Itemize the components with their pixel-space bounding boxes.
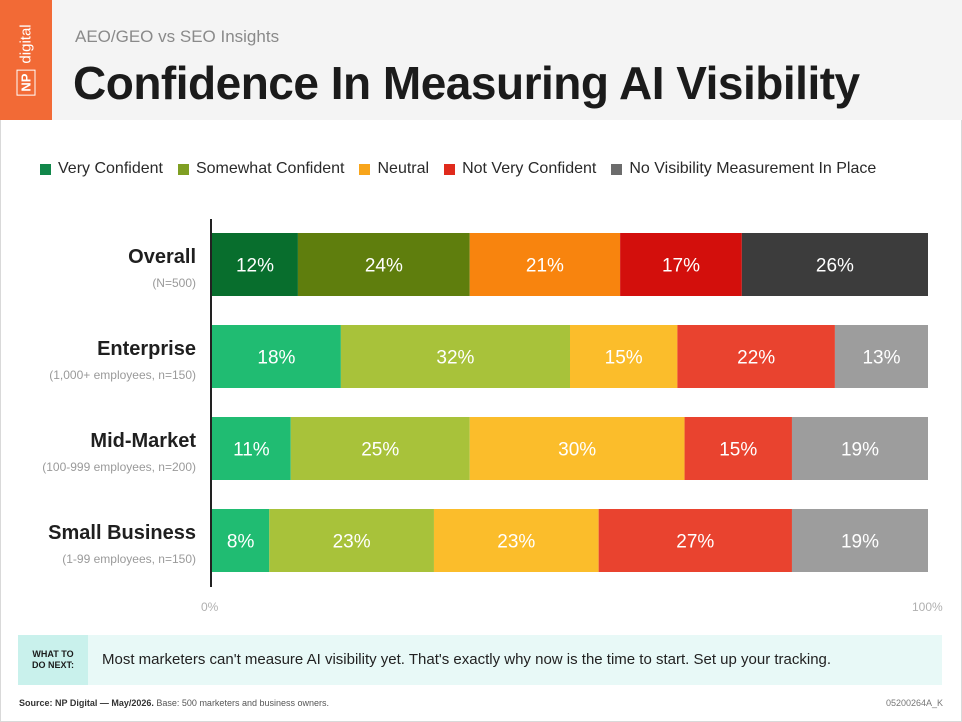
bar-data-label: 19%: [841, 440, 879, 461]
bar-segment-somewhat-confident: [340, 325, 570, 388]
bar-data-label: 21%: [526, 256, 564, 277]
bar-segment-not-very-confident: [598, 509, 792, 572]
bar-segment-somewhat-confident: [269, 509, 434, 572]
chart-legend: Very Confident Somewhat Confident Neutra…: [40, 160, 876, 178]
category-sub-small-business: (1-99 employees, n=150): [62, 552, 196, 566]
bar-segment-no-measurement: [834, 325, 928, 388]
bar-segment-somewhat-confident: [290, 417, 470, 480]
bar-data-label: 27%: [676, 532, 714, 553]
source-text: Base: 500 marketers and business owners.: [156, 698, 329, 708]
kicker: AEO/GEO vs SEO Insights: [75, 27, 280, 46]
bar-segment-not-very-confident: [677, 325, 835, 388]
bar-data-label: 19%: [841, 532, 879, 553]
legend-label: Somewhat Confident: [195, 160, 345, 177]
bar-segment-neutral: [433, 509, 599, 572]
legend-item-very-confident: Very Confident: [40, 160, 163, 178]
category-label-mid-market: Mid-Market: [90, 430, 196, 452]
bar-segment-not-very-confident: [684, 417, 792, 480]
legend-item-not-very-confident: Not Very Confident: [444, 160, 596, 178]
bar-data-label: 24%: [365, 256, 403, 277]
bar-data-label: 15%: [605, 348, 643, 369]
category-label-overall: Overall: [128, 246, 196, 268]
source-label: Source: NP Digital — May/2026.: [19, 698, 154, 708]
x-tick-label-100: 100%: [912, 600, 943, 614]
bar-data-label: 32%: [436, 348, 474, 369]
page-title: Confidence In Measuring AI Visibility: [73, 57, 860, 109]
bar-segment-no-measurement: [791, 509, 928, 572]
np-digital-logo: NP digital: [0, 0, 52, 120]
bar-segment-neutral: [469, 233, 621, 296]
category-label-small-business: Small Business: [48, 522, 196, 544]
bar-segment-neutral: [469, 417, 685, 480]
bar-segment-very-confident: [212, 233, 298, 296]
legend-label: Not Very Confident: [462, 160, 597, 177]
legend-item-somewhat-confident: Somewhat Confident: [177, 160, 345, 178]
category-sub-enterprise: (1,000+ employees, n=150): [49, 368, 196, 382]
source-note: Source: NP Digital — May/2026. Base: 500…: [19, 698, 329, 708]
category-sub-mid-market: (100-999 employees, n=200): [42, 460, 196, 474]
legend-label: No Visibility Measurement In Place: [629, 160, 877, 177]
bar-data-label: 23%: [333, 532, 371, 553]
what-to-do-next-callout: WHAT TO DO NEXT: Most marketers can't me…: [18, 635, 942, 685]
bar-segment-somewhat-confident: [297, 233, 470, 296]
legend-swatch: [611, 163, 623, 175]
legend-swatch: [177, 163, 189, 175]
bar-data-label: 22%: [737, 348, 775, 369]
bar-data-label: 17%: [662, 256, 700, 277]
callout-tag: WHAT TO DO NEXT:: [18, 635, 88, 685]
bar-segment-very-confident: [212, 325, 341, 388]
bar-segment-not-very-confident: [620, 233, 742, 296]
legend-label: Very Confident: [58, 160, 163, 177]
legend-item-no-measurement: No Visibility Measurement In Place: [611, 160, 876, 178]
callout-text: Most marketers can't measure AI visibili…: [102, 651, 832, 668]
legend-label: Neutral: [377, 160, 430, 177]
bar-data-label: 30%: [558, 440, 596, 461]
header: NP digital AEO/GEO vs SEO Insights Confi…: [0, 0, 962, 120]
bar-segment-no-measurement: [791, 417, 928, 480]
bar-data-label: 15%: [719, 440, 757, 461]
legend-item-neutral: Neutral: [359, 160, 429, 178]
bar-segment-no-measurement: [741, 233, 928, 296]
bar-data-label: 13%: [862, 348, 900, 369]
legend-swatch: [40, 163, 51, 175]
bar-segment-neutral: [570, 325, 678, 388]
x-tick-label-0: 0%: [201, 600, 219, 614]
bar-data-label: 11%: [233, 440, 270, 461]
bar-data-label: 8%: [227, 532, 255, 553]
category-label-enterprise: Enterprise: [97, 338, 196, 360]
bar-data-label: 25%: [361, 440, 399, 461]
bar-segment-very-confident: [212, 509, 270, 572]
bar-data-label: 23%: [497, 532, 535, 553]
legend-swatch: [359, 163, 371, 175]
bar-data-label: 26%: [816, 256, 854, 277]
document-code: 05200264A_K: [885, 698, 943, 708]
bar-data-label: 18%: [257, 348, 295, 369]
bar-data-label: 12%: [236, 256, 274, 277]
category-sub-overall: (N=500): [152, 276, 196, 290]
legend-swatch: [444, 163, 456, 175]
bar-segment-very-confident: [212, 417, 291, 480]
